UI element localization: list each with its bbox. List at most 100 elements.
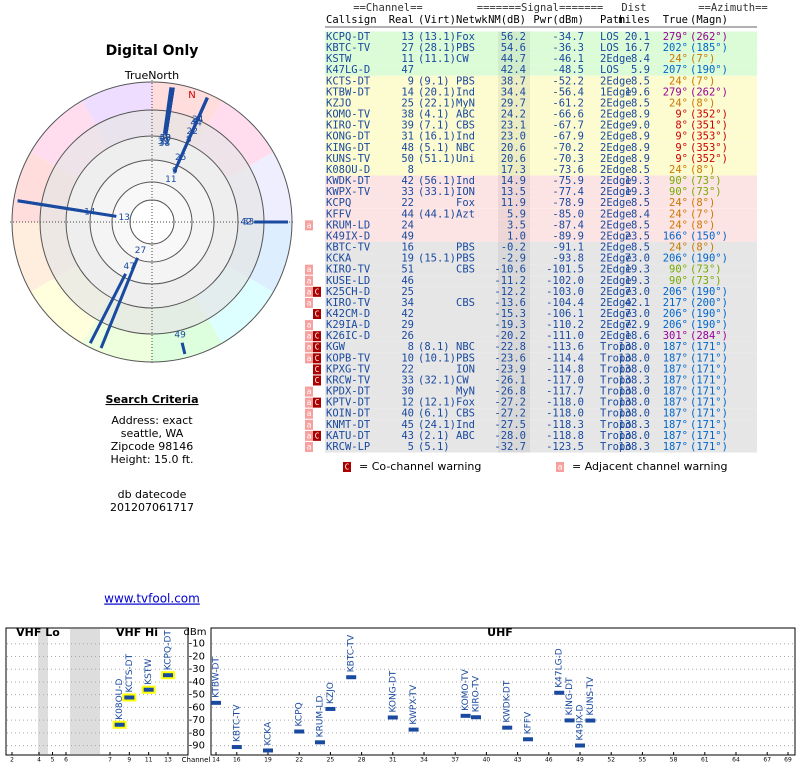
warn-box [305,386,313,397]
row-bg [325,386,757,398]
cell-magn: (73°) [690,175,722,187]
station-label: KWDK-DT [503,680,513,723]
cell-path: 2Edge [600,153,632,165]
station-channel: 13 [119,213,130,223]
warn-mark: a [307,287,312,296]
legend-box [343,462,351,472]
cell-dist: 19.3 [625,175,650,187]
warn-mark: a [307,276,312,285]
warn-box [305,353,313,364]
station-label: KING-DT [565,677,575,715]
row-bg [325,153,757,165]
cell-real: 46 [401,275,414,287]
cell-dist: 138.3 [618,441,650,453]
nm-cell [498,175,530,187]
cell-net: Fox [456,31,475,43]
cell-virt: (28.1) [418,42,456,54]
cell-magn: (171°) [690,408,728,420]
cell-virt: (8.1) [418,341,450,353]
cell-net: NBC [456,341,475,353]
cell-real: 47 [401,64,414,76]
cell-net: CBS [456,408,475,420]
y-tick-label: -50 [189,690,205,701]
x-tick-label: 67 [763,757,771,764]
row-bg [325,286,757,298]
cell-virt: (32.1) [418,374,456,386]
cell-path: Tropo [600,430,632,442]
row-bg [325,175,757,187]
site-link[interactable]: www.tvfool.com [104,592,200,606]
cell-net: Ind [456,419,475,431]
station-channel: 8 [186,135,192,145]
band-title: VHF Lo [16,626,60,639]
station-channel: 44 [190,118,202,128]
nm-cell [498,31,530,43]
cell-path: LOS [600,42,619,54]
cell-net: NBC [456,142,475,154]
cell-nm: -26.8 [494,386,526,398]
row-bg [325,131,757,143]
station-ray [17,199,83,213]
cell-magn: (7°) [690,208,715,220]
cell-call: KCKA [326,253,352,265]
cell-true: 187° [663,430,688,442]
nm-cell [498,441,530,453]
x-axis-label: Channel [182,756,211,764]
cell-path: Tropo [600,363,632,375]
cell-magn: (190°) [690,308,728,320]
station-label: KTBW-DT [212,657,222,698]
header: Path [600,14,625,26]
cell-call: K49IX-D [326,230,370,242]
cell-path: 2Edge [600,142,632,154]
x-tick-label: 69 [784,757,792,764]
station-channel: 14 [84,208,96,218]
cell-magn: (171°) [690,363,728,375]
nm-cell [498,53,530,65]
warn-mark: C [315,398,320,407]
header-group: Dist [621,2,646,14]
cell-nm: -2.9 [501,253,526,265]
station-label: KOMO-TV [461,668,471,711]
cell-nm: 11.9 [501,197,526,209]
cell-dist: 73.0 [625,308,650,320]
cell-magn: (171°) [690,430,728,442]
cell-net: Uni [456,153,475,165]
cell-net: CW [456,374,469,386]
cell-pwr: -123.5 [546,441,584,453]
nm-cell [498,64,530,76]
warn-box [305,220,313,231]
cell-real: 25 [401,97,414,109]
warn-mark: C [315,376,320,385]
cell-call: KFFV [326,208,352,220]
cell-real: 33 [401,186,414,198]
cell-pwr: -118.3 [546,419,584,431]
cell-nm: -19.3 [494,319,526,331]
cell-path: 2Edge [600,253,632,265]
cell-net: Fox [456,397,475,409]
cell-virt: (15.1) [418,253,456,265]
cell-magn: (150°) [690,230,728,242]
cell-path: 2Edge [600,319,632,331]
cell-call: KGW [326,341,346,353]
warn-mark: C [315,343,320,352]
cell-nm: 34.4 [501,86,526,98]
warn-box [305,342,313,353]
station-label: KCPQ-DT [164,630,174,671]
cell-real: 10 [401,352,414,364]
cell-dist: 138.0 [618,397,650,409]
gap-band [70,629,100,754]
station-label: KIRO-TV [472,675,482,712]
cell-virt: (51.1) [418,153,456,165]
cell-dist: 73.0 [625,253,650,265]
warn-mark: C [315,354,320,363]
station-label: KCTS-DT [125,653,135,692]
nm-cell [498,275,530,287]
cell-net: PBS [456,42,475,54]
cell-true: 9° [675,131,688,143]
cell-nm: 1.0 [507,230,526,242]
nm-cell [498,120,530,132]
warn-box [313,309,321,319]
cell-magn: (190°) [690,64,728,76]
cell-dist: 18.6 [625,330,650,342]
cell-pwr: -110.2 [546,319,584,331]
